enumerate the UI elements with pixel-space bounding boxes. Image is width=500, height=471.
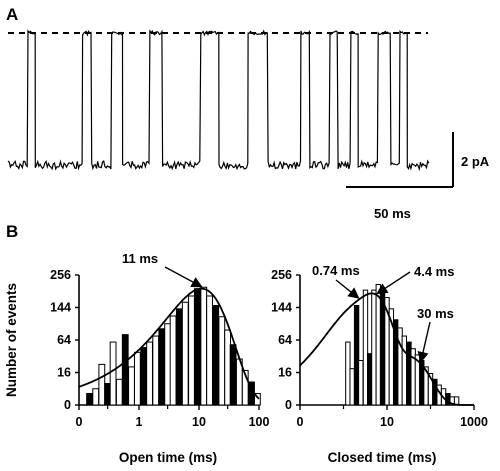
histogram-bar xyxy=(362,289,369,406)
tau1-annotation: 0.74 ms xyxy=(312,263,360,278)
histogram-bar xyxy=(371,289,377,406)
histogram-bar xyxy=(164,323,172,406)
current-scalebar-label: 2 pA xyxy=(461,154,490,169)
histogram-bar xyxy=(115,378,123,406)
peak-annotation: 11 ms xyxy=(122,251,158,266)
y-tick-label: 64 xyxy=(278,333,292,347)
histogram-bar xyxy=(140,347,148,406)
annotation-arrow xyxy=(164,266,203,288)
annotation-arrow xyxy=(417,321,431,364)
x-axis-title: Open time (ms) xyxy=(119,450,217,465)
fit-curve xyxy=(78,287,260,400)
current-trace xyxy=(7,29,430,172)
histogram-bar xyxy=(406,341,412,406)
tau3-annotation: 30 ms xyxy=(417,306,454,321)
y-tick-label: 16 xyxy=(57,366,71,380)
fit-curve xyxy=(299,292,474,406)
histogram-bar xyxy=(345,341,351,406)
annotation-arrow xyxy=(376,271,411,295)
y-tick-label: 0 xyxy=(285,398,292,412)
y-axis-title: Number of events xyxy=(4,283,19,397)
x-axis-title: Closed time (ms) xyxy=(328,450,437,465)
histogram-bar xyxy=(181,301,189,406)
x-tick-label: 0 xyxy=(297,415,304,429)
histogram-bar xyxy=(353,304,360,406)
histogram-bar xyxy=(104,383,112,406)
histogram-bar xyxy=(86,393,93,406)
annotation-arrow xyxy=(335,279,360,299)
x-tick-label: 1000 xyxy=(460,415,488,429)
y-tick-label: 144 xyxy=(50,301,71,315)
closed-time-histogram: Closed time (ms) 0.74 ms 4.4 ms 30 ms 0 1… xyxy=(271,263,488,465)
histogram-bar xyxy=(212,304,220,406)
histogram-bar xyxy=(158,328,166,406)
histogram-bar xyxy=(358,359,364,406)
histogram-bar xyxy=(121,334,129,406)
histogram-bar xyxy=(193,288,201,406)
x-tick-label: 10 xyxy=(380,415,394,429)
panel-a-label: A xyxy=(6,5,18,24)
x-tick-label: 10 xyxy=(192,415,206,429)
histogram-bar xyxy=(175,308,183,406)
histogram-bar xyxy=(379,289,386,406)
histogram-bar xyxy=(375,283,381,406)
time-scalebar-label: 50 ms xyxy=(374,206,411,221)
x-tick-label: 1 xyxy=(136,415,143,429)
tau2-annotation: 4.4 ms xyxy=(414,264,454,279)
histogram-bar xyxy=(146,341,153,406)
y-tick-label: 144 xyxy=(271,301,292,315)
histogram-bar xyxy=(206,295,213,406)
histogram-bar xyxy=(200,286,208,406)
x-tick-label: 0 xyxy=(76,415,83,429)
y-tick-label: 0 xyxy=(64,398,71,412)
histogram-bar xyxy=(253,393,261,406)
open-time-histogram: Number of events Open time (ms) 11 ms 0 1… xyxy=(4,251,269,465)
histogram-bar xyxy=(401,335,407,406)
histogram-bar xyxy=(128,366,135,406)
histogram-bar xyxy=(188,295,195,406)
x-tick-label: 100 xyxy=(249,415,270,429)
y-tick-label: 64 xyxy=(57,333,71,347)
panel-b-label: B xyxy=(6,222,18,241)
histogram-bar xyxy=(224,329,232,406)
histogram-bar xyxy=(133,351,141,406)
histogram-bar xyxy=(349,368,355,406)
y-tick-label: 256 xyxy=(271,268,292,282)
y-tick-label: 16 xyxy=(278,366,292,380)
histogram-bar xyxy=(98,363,106,406)
histogram-bar xyxy=(92,388,100,406)
histogram-bar xyxy=(367,353,373,406)
histogram-bar xyxy=(109,341,117,406)
histogram-bar xyxy=(218,316,226,406)
y-tick-label: 256 xyxy=(50,268,71,282)
histogram-bar xyxy=(229,344,237,406)
histogram-bar xyxy=(169,315,177,406)
histogram-bar xyxy=(152,335,160,406)
